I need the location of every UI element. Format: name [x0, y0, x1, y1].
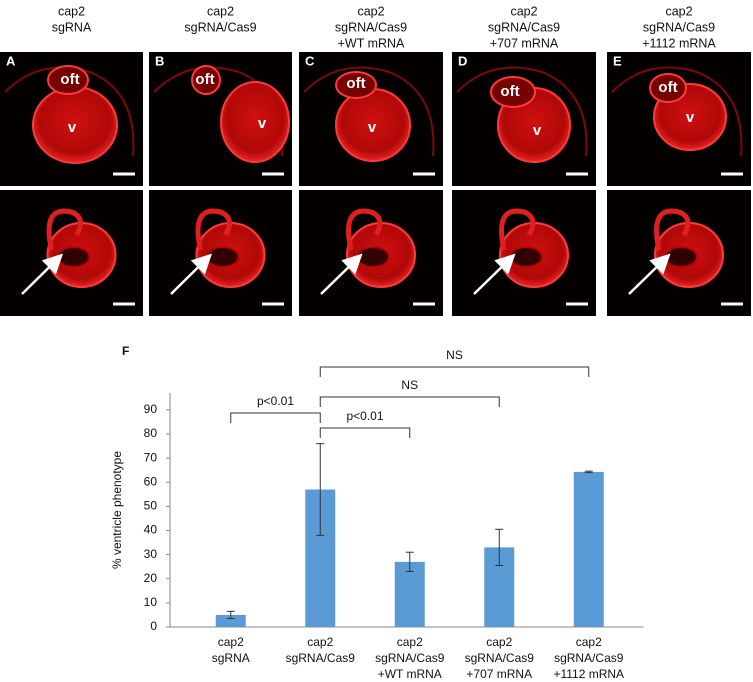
column-header: sgRNA/Cas9	[184, 20, 256, 34]
column-header: sgRNA	[52, 20, 92, 34]
y-tick-label: 80	[144, 426, 158, 440]
panel-label: oft	[500, 83, 519, 100]
y-tick-label: 60	[144, 474, 158, 488]
x-tick-label: sgRNA/Cas9	[286, 651, 356, 665]
error-bar	[584, 470, 593, 474]
significance-label: p<0.01	[257, 394, 294, 408]
outflow-loop	[195, 208, 232, 251]
significance-bracket	[319, 366, 590, 377]
x-tick-label: cap2	[576, 635, 602, 649]
column-header: sgRNA/Cas9	[335, 20, 407, 34]
arrow	[170, 253, 213, 295]
significance-label: NS	[446, 348, 463, 362]
x-tick-label: sgRNA	[212, 651, 250, 665]
y-axis-title: % ventricle phenotype	[110, 451, 124, 569]
x-tick-label: +1112 mRNA	[553, 667, 624, 681]
heart-lumen	[664, 246, 698, 268]
outflow-loop	[499, 208, 536, 251]
column-header: cap2	[207, 4, 234, 18]
y-tick-label: 40	[144, 523, 158, 537]
y-tick-label: 70	[144, 450, 158, 464]
error-bar	[226, 610, 235, 620]
column-header: +707 mRNA	[490, 36, 559, 50]
significance-bracket	[230, 412, 321, 423]
x-tick-label: cap2	[307, 635, 333, 649]
outflow-tract	[490, 76, 536, 108]
significance-label: p<0.01	[346, 409, 383, 423]
heart-ventricle	[220, 81, 290, 163]
outflow-tract	[649, 73, 687, 103]
significance-label: NS	[401, 378, 418, 392]
x-tick-label: +WT mRNA	[378, 667, 442, 681]
tissue-outline	[456, 66, 588, 157]
y-tick-label: 30	[144, 547, 158, 561]
column-header: cap2	[357, 4, 384, 18]
panel-letter: F	[122, 344, 129, 358]
bar	[573, 471, 604, 627]
outflow-loop	[46, 208, 83, 251]
panel-label: v	[258, 115, 267, 132]
column-header: sgRNA/Cas9	[643, 20, 715, 34]
panel-label: v	[686, 109, 695, 126]
tissue-outline	[4, 66, 135, 157]
heart-lumen	[56, 246, 91, 268]
outflow-loop	[346, 208, 383, 251]
column-header: cap2	[58, 4, 85, 18]
panel-label: oft	[658, 79, 677, 96]
y-tick-label: 90	[144, 402, 158, 416]
column-header: sgRNA/Cas9	[488, 20, 560, 34]
heart-lumen	[205, 246, 240, 268]
x-tick-label: cap2	[397, 635, 423, 649]
panel-label: v	[533, 122, 542, 139]
panel-label: oft	[346, 75, 365, 92]
bar	[215, 614, 246, 627]
x-tick-label: sgRNA/Cas9	[465, 651, 535, 665]
significance-bracket	[319, 396, 500, 407]
outflow-tract	[335, 71, 377, 99]
panel-letter: D	[458, 53, 467, 68]
y-tick-label: 10	[144, 595, 158, 609]
arrow	[473, 253, 516, 295]
outflow-tract	[47, 65, 89, 95]
y-tick-label: 50	[144, 499, 158, 513]
x-tick-label: cap2	[218, 635, 244, 649]
panel-letter: A	[6, 53, 16, 68]
outflow-loop	[654, 208, 691, 251]
column-header: +1112 mRNA	[642, 36, 716, 50]
y-tick-label: 0	[150, 619, 157, 633]
significance-bracket	[319, 427, 411, 438]
arrow	[628, 253, 671, 295]
arrow	[320, 253, 363, 295]
panel-letter: B	[155, 53, 164, 68]
x-tick-label: cap2	[486, 635, 512, 649]
x-tick-label: +707 mRNA	[466, 667, 532, 681]
panel-label: v	[68, 119, 77, 136]
column-header: cap2	[665, 4, 692, 18]
heart-lumen	[509, 246, 543, 268]
bar	[394, 561, 425, 627]
x-tick-label: sgRNA/Cas9	[375, 651, 445, 665]
outflow-tract	[191, 65, 221, 95]
x-tick-label: sgRNA/Cas9	[554, 651, 624, 665]
column-header: cap2	[510, 4, 537, 18]
error-bar	[495, 528, 504, 566]
y-tick-label: 20	[144, 571, 158, 585]
panel-letter: C	[305, 53, 315, 68]
panel-label: v	[368, 119, 377, 136]
arrow	[21, 253, 64, 295]
heart-lumen	[356, 246, 390, 268]
error-bar	[405, 551, 414, 573]
panel-label: oft	[195, 71, 214, 88]
tissue-outline	[611, 66, 743, 157]
tissue-outline	[303, 66, 435, 157]
panel-label: oft	[60, 71, 79, 88]
column-header: +WT mRNA	[338, 36, 405, 50]
error-bar	[316, 443, 325, 536]
panel-letter: E	[613, 53, 622, 68]
